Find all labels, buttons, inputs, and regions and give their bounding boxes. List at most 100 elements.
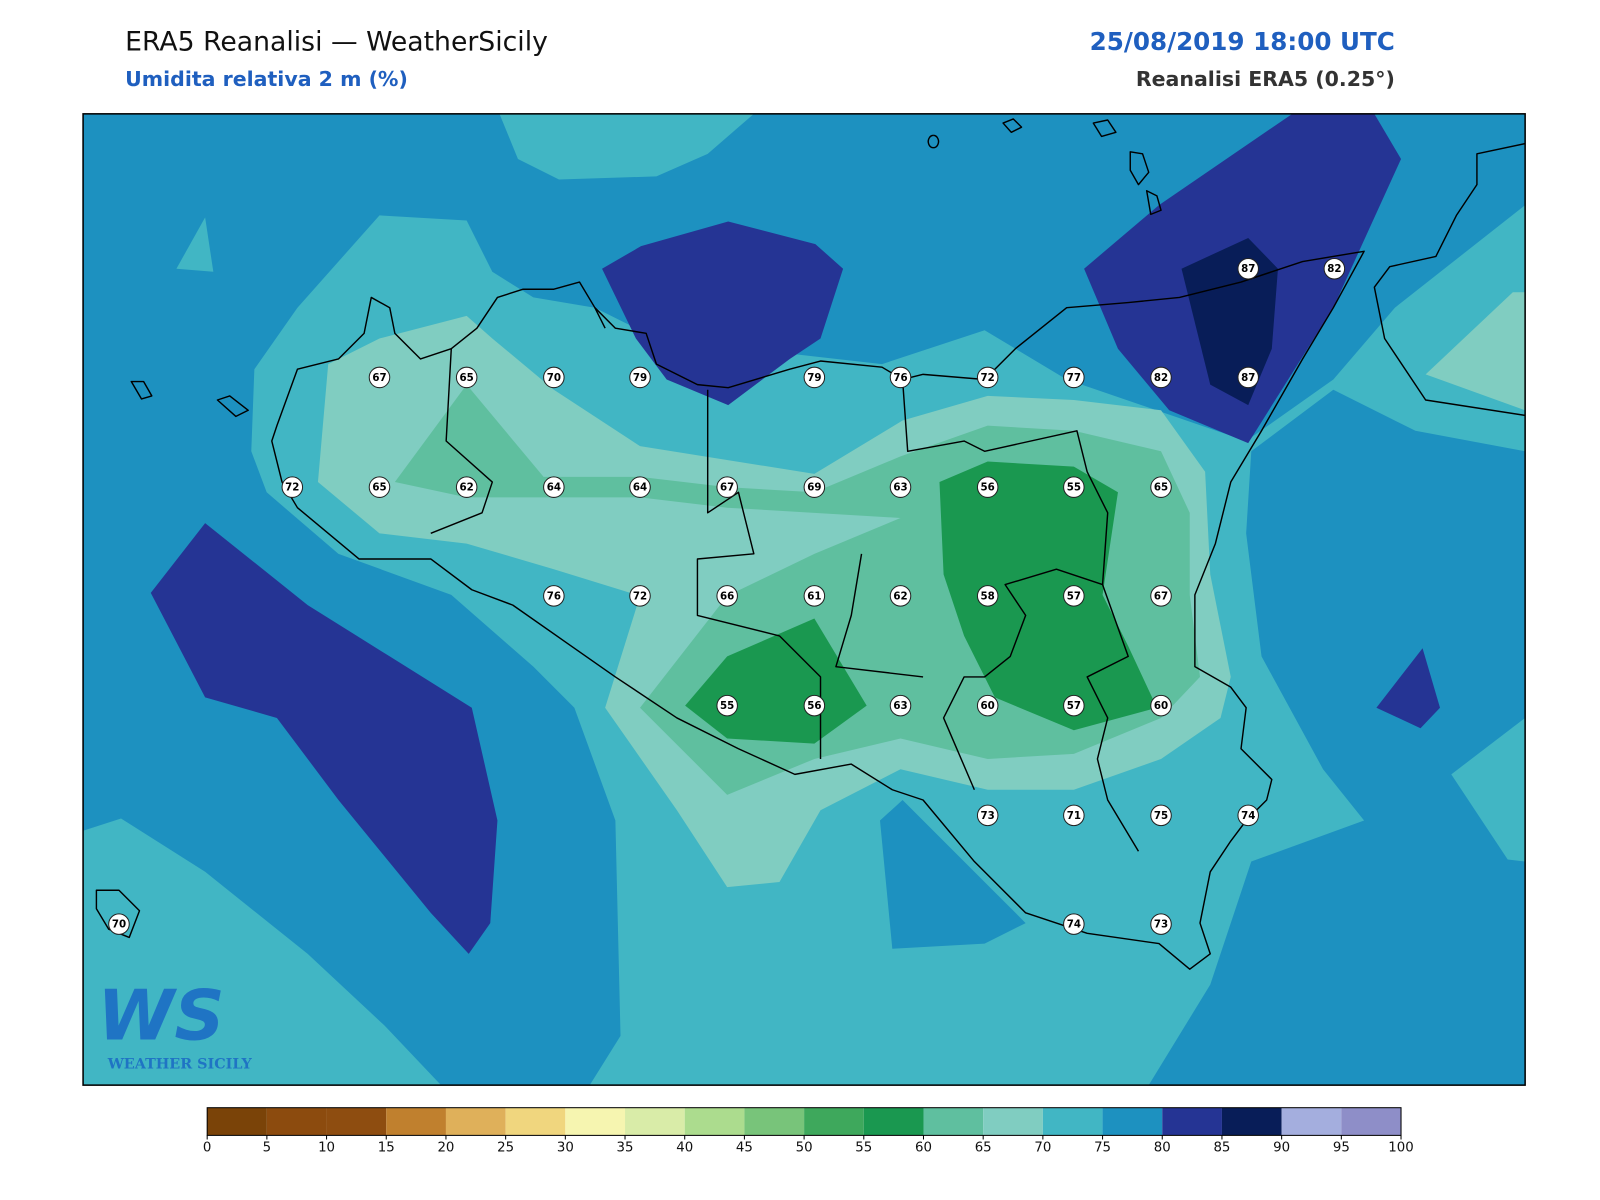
colorbar-bin	[1341, 1107, 1402, 1136]
islands	[95, 118, 1162, 939]
colorbar-bin	[744, 1107, 805, 1136]
colorbar-bin	[804, 1107, 864, 1136]
contour-area	[1376, 648, 1440, 729]
station-value: 64	[547, 482, 561, 494]
colorbar-bin	[505, 1107, 566, 1136]
contour-area	[176, 217, 214, 272]
station-marker	[803, 366, 826, 389]
station-marker	[716, 585, 738, 607]
colorbar-tick-label: 20	[437, 1141, 454, 1156]
station-marker	[889, 694, 912, 717]
station-value: 71	[1067, 810, 1081, 822]
station-marker	[1150, 804, 1172, 827]
station-value: 67	[1154, 590, 1168, 602]
station-marker	[976, 366, 999, 389]
station-value: 79	[633, 372, 647, 384]
colorbar-bin	[1162, 1107, 1222, 1136]
station-value: 75	[1154, 810, 1168, 822]
station-value: 79	[807, 372, 821, 384]
station-value: 56	[981, 482, 995, 494]
contour-area	[602, 221, 844, 406]
station-marker	[1323, 257, 1346, 280]
source: Reanalisi ERA5 (0.25°)	[1136, 67, 1395, 91]
colorbar-tick-label: 10	[318, 1141, 335, 1156]
station-marker	[543, 585, 565, 607]
station-value: 65	[1154, 482, 1168, 494]
colorbar-tick-label: 5	[263, 1141, 271, 1156]
subtitle: Umidita relativa 2 m (%)	[125, 67, 408, 91]
station-value: 72	[633, 590, 647, 602]
colorbar-bin	[863, 1107, 924, 1136]
colorbar-bin	[1102, 1107, 1163, 1136]
colorbar-tick-label: 95	[1333, 1141, 1350, 1156]
map-frame	[82, 113, 1526, 1086]
station-value: 64	[633, 482, 647, 494]
contour-area	[83, 818, 442, 1086]
station-marker	[281, 476, 304, 498]
station-value: 63	[893, 700, 907, 712]
station-value: 87	[1241, 263, 1255, 275]
station-marker	[803, 694, 826, 717]
station-value: 61	[807, 590, 821, 602]
station-marker	[889, 366, 912, 389]
station-value: 60	[981, 700, 995, 712]
colorbar-tick-label: 65	[975, 1141, 992, 1156]
station-value: 70	[547, 372, 561, 384]
contour-area	[939, 461, 1157, 731]
station-value: 60	[1154, 700, 1168, 712]
logo-name: WEATHER SICILY	[107, 1057, 253, 1073]
station-value: 65	[372, 482, 386, 494]
colorbar-tick-label: 90	[1273, 1141, 1290, 1156]
station-marker	[368, 476, 391, 498]
station-marker	[1237, 804, 1259, 827]
station-marker	[1150, 694, 1172, 717]
colorbar-tick-label: 80	[1154, 1141, 1171, 1156]
station-marker	[543, 366, 565, 389]
station-value: 74	[1067, 919, 1081, 931]
station-value: 66	[720, 590, 734, 602]
contour-fields	[83, 113, 1526, 1086]
station-marker	[976, 476, 999, 498]
colorbar-tick-label: 30	[557, 1141, 574, 1156]
station-marker	[803, 585, 826, 607]
station-marker	[1150, 913, 1172, 935]
station-marker	[716, 476, 738, 498]
colorbar-bin	[386, 1107, 446, 1136]
station-marker	[1063, 804, 1085, 827]
station-value: 58	[981, 590, 995, 602]
station-value: 55	[1067, 482, 1081, 494]
title: ERA5 Reanalisi — WeatherSicily	[125, 27, 548, 58]
coastlines	[95, 118, 1526, 970]
colorbar-tick-label: 35	[617, 1141, 634, 1156]
station-value: 76	[547, 590, 561, 602]
colorbar-tick-label: 85	[1213, 1141, 1230, 1156]
datetime: 25/08/2019 18:00 UTC	[1090, 27, 1395, 56]
station-value: 74	[1241, 810, 1255, 822]
colorbar-tick-label: 25	[497, 1141, 514, 1156]
colorbar-bin	[625, 1107, 685, 1136]
colorbar-tick-label: 40	[676, 1141, 693, 1156]
station-marker	[108, 913, 130, 935]
station-value: 72	[285, 482, 299, 494]
station-marker	[455, 366, 478, 389]
station-value: 82	[1154, 372, 1168, 384]
colorbar-bin	[207, 1107, 267, 1136]
provinces	[430, 307, 1140, 852]
colorbar-tick-label: 55	[855, 1141, 872, 1156]
colorbar-tick-label: 15	[378, 1141, 395, 1156]
contour-area	[1181, 237, 1278, 406]
station-value: 62	[893, 590, 907, 602]
station-value: 67	[372, 372, 386, 384]
contour-area	[150, 523, 498, 954]
colorbar-bin	[1281, 1107, 1342, 1136]
station-value: 67	[720, 482, 734, 494]
colorbar-tick-label: 75	[1094, 1141, 1111, 1156]
station-marker	[629, 585, 651, 607]
contour-area	[1451, 717, 1526, 862]
station-marker	[1063, 585, 1085, 607]
station-marker	[889, 585, 912, 607]
station-value: 72	[981, 372, 995, 384]
station-marker	[1063, 366, 1085, 389]
